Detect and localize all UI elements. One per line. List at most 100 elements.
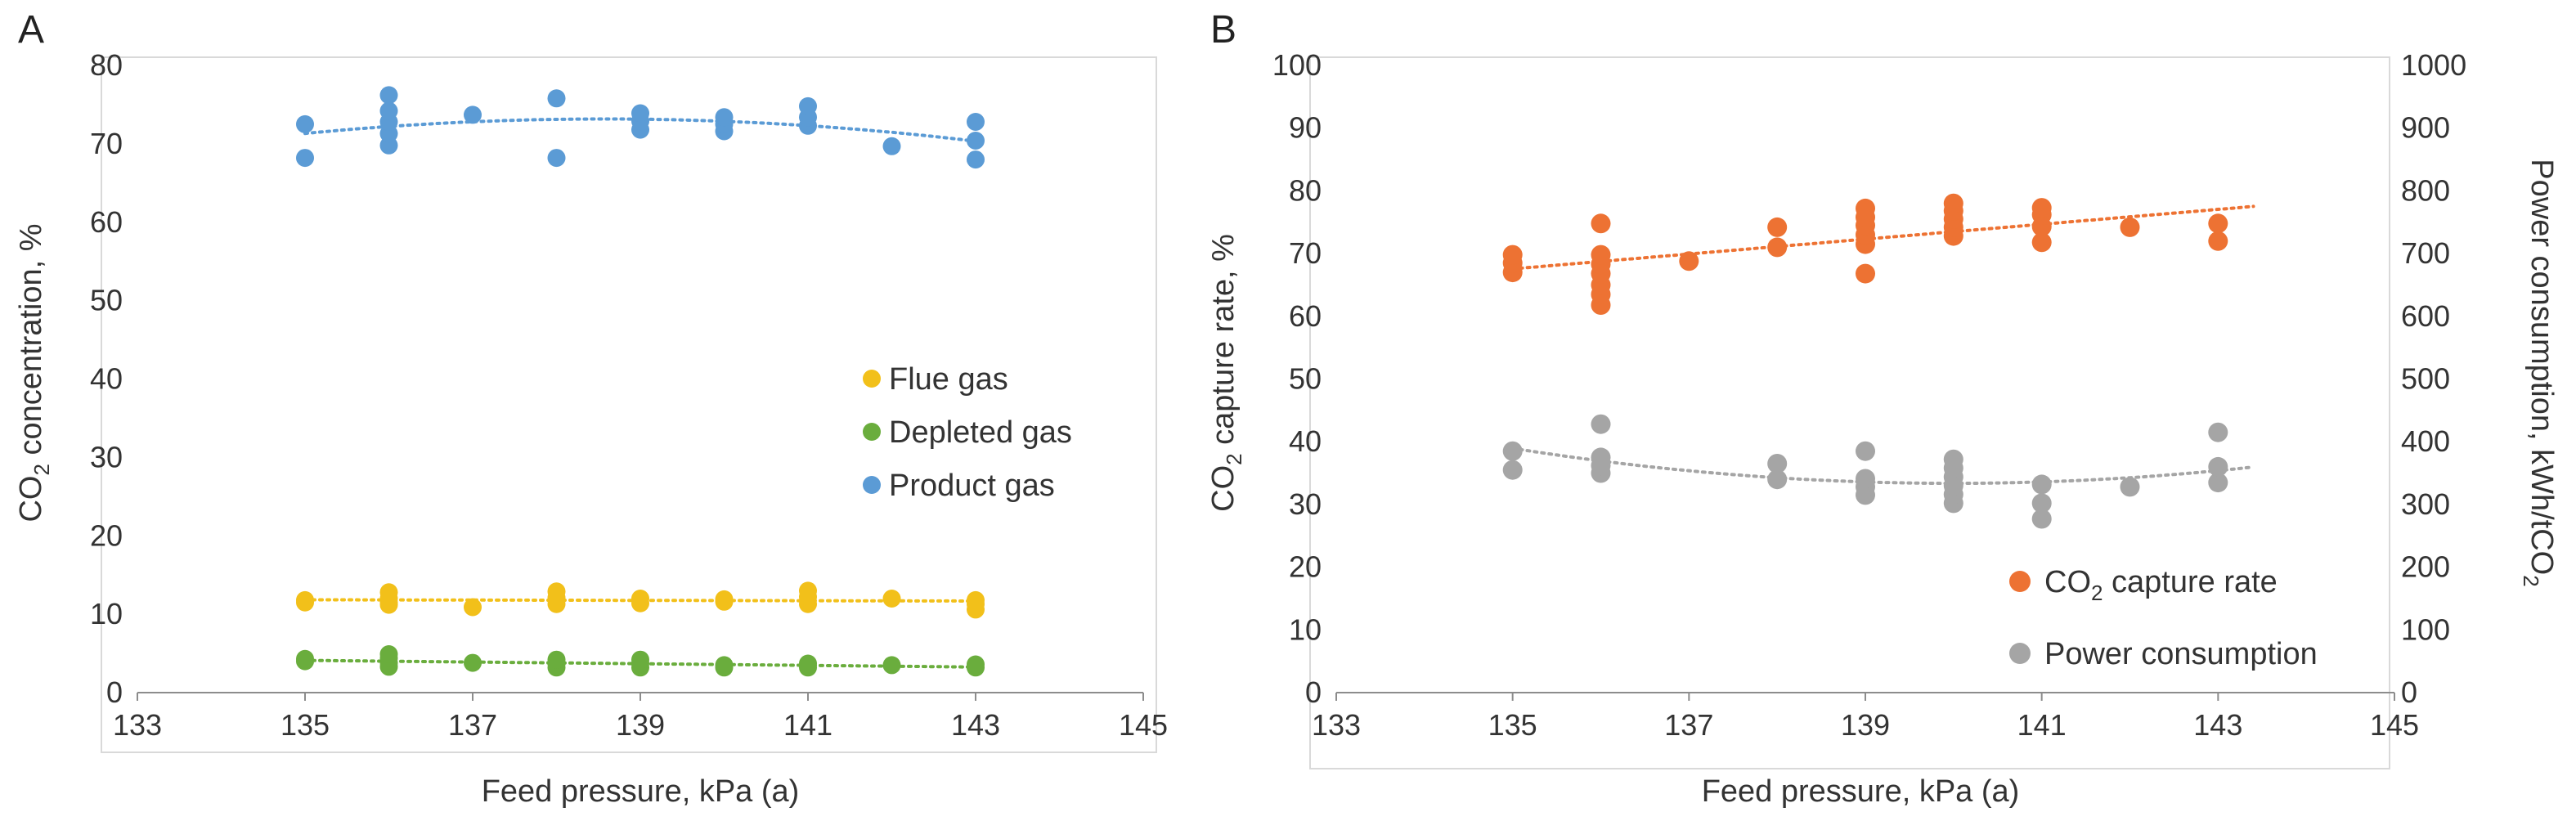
data-point-power-consumption bbox=[2031, 509, 2052, 529]
panel-b-y-ticks: 0 10 20 30 40 50 60 70 80 90 100 bbox=[1272, 48, 1322, 709]
panel-a-y-tick-label: 40 bbox=[90, 362, 123, 396]
panel-a-x-tick-label: 133 bbox=[113, 708, 162, 742]
panel-a-x-tick-label: 143 bbox=[951, 708, 1000, 742]
panel-a-y-tick-label: 0 bbox=[106, 675, 123, 709]
panel-b-letter: B bbox=[1210, 8, 1236, 52]
panel-b-x-ticks: 133 135 137 139 141 143 145 bbox=[1312, 693, 2419, 742]
data-point-product-gas bbox=[464, 105, 482, 124]
data-point-product-gas bbox=[547, 149, 566, 168]
panel-a-y-axis-title: CO2 concentration, % bbox=[14, 223, 54, 522]
data-point-power-consumption bbox=[1502, 460, 1523, 480]
panel-b-y-axis-title: CO2 capture rate, % bbox=[1206, 234, 1246, 512]
panel-b-y-tick-label: 40 bbox=[1289, 424, 1322, 458]
panel-a-y-tick-label: 60 bbox=[90, 205, 123, 239]
panel-b-y2-tick-label: 800 bbox=[2401, 173, 2450, 207]
data-point-power-consumption bbox=[1767, 469, 1788, 490]
trendline-product-gas bbox=[303, 117, 977, 143]
data-point-product-gas bbox=[967, 150, 985, 169]
data-point-depleted-gas bbox=[715, 656, 734, 675]
legend-marker-flue-gas bbox=[863, 370, 881, 388]
panel-b-y-tick-label: 80 bbox=[1289, 173, 1322, 207]
panel-b-y2-tick-label: 600 bbox=[2401, 299, 2450, 333]
data-point-co2-capture-rate bbox=[2208, 231, 2228, 251]
panel-b-y2-axis-title: Power consumption, kWh/tCO2 bbox=[2519, 159, 2559, 586]
legend-label-product-gas: Product gas bbox=[889, 469, 1055, 503]
data-point-depleted-gas bbox=[631, 650, 649, 669]
data-point-power-consumption bbox=[2120, 477, 2140, 497]
data-point-co2-capture-rate bbox=[1767, 237, 1788, 258]
data-point-co2-capture-rate bbox=[1767, 217, 1788, 237]
panel-a-x-tick-label: 141 bbox=[783, 708, 832, 742]
panel-b-y-tick-label: 30 bbox=[1289, 487, 1322, 521]
data-point-product-gas bbox=[379, 86, 398, 105]
legend-label-capture-rate: CO2 capture rate bbox=[2044, 565, 2278, 605]
panel-b-trendlines bbox=[1510, 204, 2255, 486]
data-point-power-consumption bbox=[1856, 469, 1875, 489]
panel-a-y-tick-label: 10 bbox=[90, 597, 123, 630]
panel-b-y2-tick-label: 500 bbox=[2401, 362, 2450, 396]
data-point-co2-capture-rate bbox=[2120, 217, 2140, 237]
data-point-co2-capture-rate bbox=[1943, 193, 1963, 213]
data-point-product-gas bbox=[967, 132, 985, 150]
panel-b-y-tick-label: 10 bbox=[1289, 612, 1322, 646]
panel-b-y2-tick-label: 0 bbox=[2401, 675, 2417, 709]
panel-a-y-tick-label: 50 bbox=[90, 284, 123, 317]
data-point-product-gas bbox=[799, 96, 817, 115]
data-point-product-gas bbox=[967, 113, 985, 131]
data-point-product-gas bbox=[631, 104, 649, 123]
panel-b-y-tick-label: 70 bbox=[1289, 236, 1322, 270]
panel-b-y-tick-label: 50 bbox=[1289, 362, 1322, 396]
panel-b-y2-tick-label: 1000 bbox=[2401, 48, 2466, 82]
data-point-power-consumption bbox=[1591, 414, 1611, 434]
trendline-flue-gas bbox=[303, 598, 977, 603]
panel-b-legend: CO2 capture rate Power consumption bbox=[2009, 565, 2318, 671]
data-point-co2-capture-rate bbox=[1591, 213, 1611, 234]
data-point-co2-capture-rate bbox=[1856, 198, 1875, 218]
data-point-power-consumption bbox=[1943, 449, 1963, 469]
panel-b-x-tick-label: 139 bbox=[1841, 708, 1890, 742]
data-point-co2-capture-rate bbox=[1679, 251, 1699, 271]
panel-a: A 0 10 20 30 40 50 60 70 80 133 135 137 139 141 143 14… bbox=[14, 8, 1168, 809]
legend-marker-product-gas bbox=[863, 476, 881, 494]
panel-b-y-tick-label: 100 bbox=[1272, 48, 1322, 82]
data-point-power-consumption bbox=[2208, 422, 2228, 442]
panel-b-points bbox=[1502, 193, 2228, 529]
data-point-product-gas bbox=[296, 149, 314, 168]
panel-a-points bbox=[296, 86, 985, 677]
trendline-co2-capture-rate bbox=[1510, 204, 2255, 271]
panel-b-x-tick-label: 143 bbox=[2193, 708, 2242, 742]
panel-a-legend: Flue gas Depleted gas Product gas bbox=[863, 362, 1072, 503]
data-point-co2-capture-rate bbox=[2208, 213, 2228, 234]
legend-label-power-consumption: Power consumption bbox=[2044, 637, 2318, 671]
panel-b-y2-tick-label: 400 bbox=[2401, 424, 2450, 458]
panel-b-y2-tick-label: 300 bbox=[2401, 487, 2450, 521]
panel-a-x-tick-label: 135 bbox=[280, 708, 330, 742]
data-point-flue-gas bbox=[296, 590, 314, 609]
panel-a-x-tick-label: 137 bbox=[448, 708, 497, 742]
panel-a-trendlines bbox=[303, 117, 977, 669]
legend-marker-depleted-gas bbox=[863, 423, 881, 441]
panel-a-plot-frame bbox=[101, 56, 1157, 753]
data-point-flue-gas bbox=[882, 590, 901, 608]
data-point-flue-gas bbox=[967, 590, 985, 609]
panel-b-y2-ticks: 0 100 200 300 400 500 600 700 800 900 1000 bbox=[2401, 48, 2466, 709]
data-point-product-gas bbox=[547, 89, 566, 108]
panel-a-x-axis-title: Feed pressure, kPa (a) bbox=[482, 774, 800, 809]
data-point-flue-gas bbox=[464, 598, 482, 617]
panel-a-letter: A bbox=[18, 8, 44, 52]
panel-a-x-ticks: 133 135 137 139 141 143 145 bbox=[113, 693, 1168, 742]
panel-b-x-tick-label: 135 bbox=[1488, 708, 1537, 742]
panel-a-y-tick-label: 80 bbox=[90, 48, 123, 82]
data-point-depleted-gas bbox=[296, 649, 314, 668]
panel-a-y-tick-label: 20 bbox=[90, 518, 123, 552]
data-point-co2-capture-rate bbox=[1856, 263, 1875, 284]
data-point-power-consumption bbox=[2031, 474, 2052, 495]
data-point-flue-gas bbox=[379, 593, 398, 612]
data-point-flue-gas bbox=[631, 590, 649, 608]
data-point-power-consumption bbox=[2208, 473, 2228, 493]
panel-b-x-tick-label: 145 bbox=[2370, 708, 2419, 742]
data-point-flue-gas bbox=[799, 581, 817, 600]
data-point-power-consumption bbox=[1767, 454, 1788, 473]
data-point-co2-capture-rate bbox=[2031, 198, 2052, 218]
data-point-depleted-gas bbox=[379, 645, 398, 663]
